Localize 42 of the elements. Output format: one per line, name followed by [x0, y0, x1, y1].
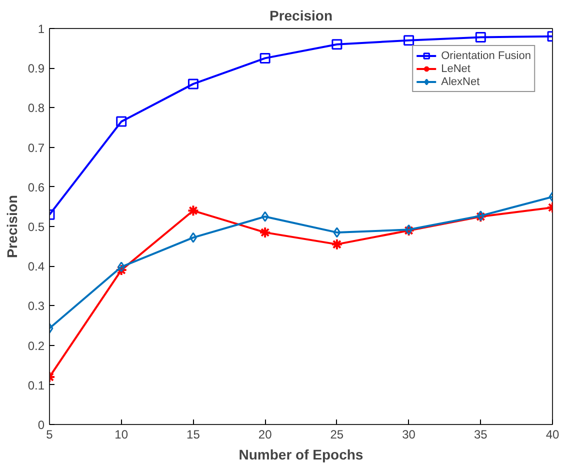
x-tick-label: 40: [546, 428, 560, 442]
legend-label: Orientation Fusion: [441, 49, 531, 62]
chart-title: Precision: [269, 8, 333, 24]
y-tick-label: 0.1: [28, 378, 45, 392]
point: [259, 226, 272, 238]
y-axis-title: Precision: [4, 194, 20, 258]
y-tick-label: 0.2: [28, 338, 45, 353]
x-tick-label: 10: [114, 428, 128, 442]
y-tick-label: 0.5: [28, 220, 45, 234]
point: [115, 264, 128, 276]
y-tick-label: 0.4: [28, 260, 45, 274]
point: [475, 32, 486, 42]
point: [187, 204, 200, 217]
point: [118, 262, 126, 272]
y-tick-label: 0.6: [28, 180, 45, 194]
point: [476, 210, 484, 222]
x-tick-label: 25: [330, 428, 344, 442]
point: [333, 227, 341, 238]
point: [189, 232, 197, 243]
y-tick-label: 0.7: [28, 140, 45, 155]
legend-label: LeNet: [441, 62, 470, 75]
x-tick-label: 30: [402, 428, 416, 442]
y-tick-label: 0.8: [28, 101, 45, 116]
point: [260, 52, 270, 64]
x-tick-label: 20: [258, 428, 272, 442]
y-tick-label: 1: [38, 22, 45, 36]
y-tick-label: 0: [38, 418, 45, 432]
point: [188, 78, 198, 90]
point: [330, 238, 343, 250]
x-tick-label: 5: [46, 428, 54, 442]
point: [474, 210, 487, 223]
x-tick-label: 35: [474, 428, 488, 442]
point: [332, 39, 342, 50]
y-tick-label: 0.9: [28, 62, 45, 76]
y-tick-label: 0.3: [28, 299, 45, 314]
legend-label: AlexNet: [441, 75, 480, 88]
x-axis-title: Number of Epochs: [238, 446, 364, 462]
point: [116, 116, 127, 127]
point: [261, 211, 269, 222]
point: [404, 35, 414, 46]
x-tick-label: 15: [186, 428, 200, 442]
point: [405, 224, 413, 235]
